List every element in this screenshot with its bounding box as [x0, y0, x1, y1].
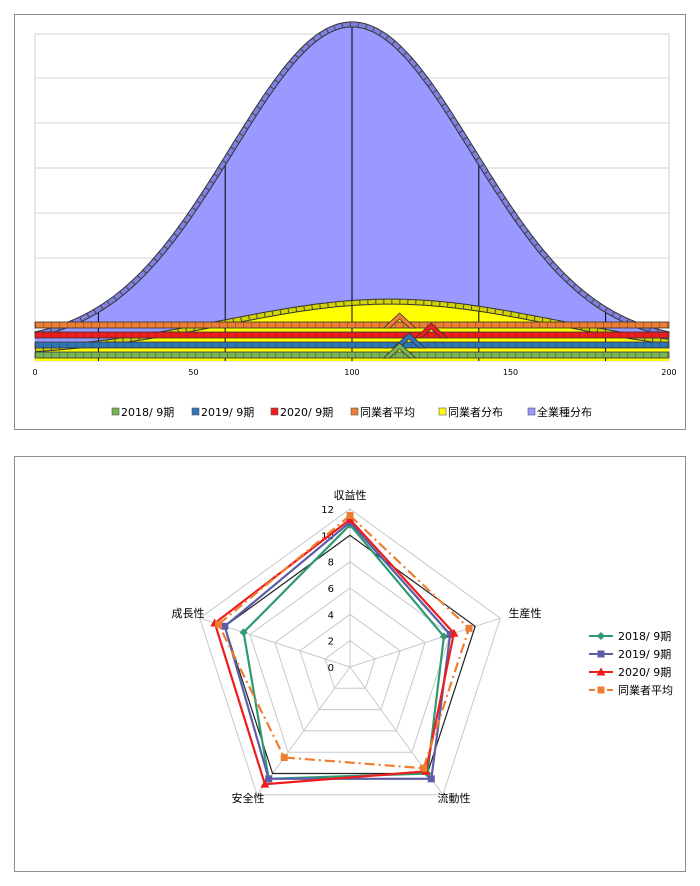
radar-point — [446, 630, 454, 638]
legend-item: 同業者平均 — [350, 406, 415, 419]
radar-grid-ring — [249, 561, 451, 753]
x-tick-label: 150 — [503, 368, 518, 377]
radar-legend-item: 2019/ 9期 — [589, 648, 671, 661]
legend-label: 全業種分布 — [537, 405, 592, 419]
radar-series-line — [242, 523, 446, 780]
band-3 — [34, 321, 670, 329]
radar-spoke — [349, 617, 501, 668]
x-tick-label: 200 — [661, 368, 676, 377]
radar-point — [427, 775, 435, 783]
legend-item: 2018/ 9期 — [111, 406, 174, 419]
band-1 — [34, 341, 670, 349]
radar-grid-ring — [299, 613, 401, 711]
radar-tick-label: 4 — [328, 610, 334, 621]
legend-label: 2020/ 9期 — [280, 406, 333, 419]
radar-reference-line — [224, 534, 476, 775]
marker-3 — [382, 312, 417, 329]
legend-label: 2019/ 9期 — [201, 406, 254, 419]
radar-axis-label: 安全性 — [232, 791, 265, 805]
ribbon-all-industries-edge — [34, 22, 670, 337]
radar-legend-marker — [596, 667, 606, 676]
radar-point — [346, 512, 354, 520]
radar-tick-label: 0 — [328, 663, 334, 674]
legend-swatch — [527, 407, 536, 416]
band-2 — [34, 331, 670, 339]
radar-legend-marker — [597, 632, 605, 640]
x-tick-label: 50 — [188, 368, 198, 377]
x-tick-label: 0 — [32, 368, 37, 377]
radar-legend-marker — [597, 686, 605, 694]
radar-legend-item: 同業者平均 — [589, 684, 673, 697]
radar-axis-label: 生産性 — [509, 606, 542, 620]
legend-item: 同業者分布 — [438, 406, 503, 419]
ribbon-peers-edge-ticks — [34, 299, 670, 352]
legend-item: 2019/ 9期 — [191, 406, 254, 419]
legend-item: 2020/ 9期 — [270, 406, 333, 419]
radar-point — [265, 775, 273, 783]
radar-point — [465, 624, 473, 632]
radar-tick-label: 8 — [328, 558, 334, 569]
radar-point — [239, 628, 248, 637]
band-0 — [34, 351, 670, 359]
radar-point — [221, 622, 229, 630]
radar-chart-panel: 0 2 4 6 8 10 12 収益性 生産性 流動性 安全性 成長性 2018/ 9期 2019/ 9期… — [14, 456, 686, 872]
radar-legend-marker — [597, 650, 605, 658]
radar-tick-label: 6 — [328, 584, 334, 595]
legend-label: 2018/ 9期 — [121, 406, 174, 419]
x-tick-label: 100 — [344, 368, 359, 377]
marker-2 — [414, 322, 449, 339]
marker-0 — [382, 342, 417, 359]
radar-point — [439, 632, 448, 641]
legend-swatch — [350, 407, 359, 416]
radar-legend-item: 2018/ 9期 — [589, 630, 671, 643]
legend-swatch — [191, 407, 200, 416]
radar-legend-label: 同業者平均 — [618, 684, 673, 697]
legend-item: 全業種分布 — [527, 405, 592, 419]
radar-tick-label: 2 — [328, 637, 334, 648]
radar-grid-ring — [199, 508, 501, 796]
legend-label: 同業者分布 — [448, 406, 503, 419]
radar-series-line — [217, 514, 471, 770]
radar-legend-label: 2019/ 9期 — [618, 648, 671, 661]
legend-label: 同業者平均 — [360, 406, 415, 419]
legend-swatch — [111, 407, 120, 416]
radar-point — [420, 764, 428, 772]
radar-legend-item: 2020/ 9期 — [589, 666, 671, 679]
radar-axis-label: 流動性 — [438, 791, 471, 805]
radar-point — [260, 779, 270, 788]
distribution-chart-panel: 0 50 100 150 200 2018/ 9期 2019/ 9期 2020/ 9期 同業者平… — [14, 14, 686, 430]
radar-series-line — [223, 520, 452, 780]
distribution-chart: 0 50 100 150 200 2018/ 9期 2019/ 9期 2020/ 9期 同業者平… — [32, 21, 677, 419]
radar-point — [449, 628, 459, 637]
radar-point — [280, 754, 288, 762]
radar-legend-label: 2018/ 9期 — [618, 630, 671, 643]
legend-swatch — [270, 407, 279, 416]
legend-swatch — [438, 407, 447, 416]
radar-tick-label: 12 — [321, 505, 334, 516]
radar-grid-ring — [324, 640, 376, 689]
radar-axis-label: 成長性 — [172, 606, 205, 620]
radar-grid-ring — [274, 587, 426, 732]
radar-series-line — [213, 518, 456, 786]
radar-axis-label: 収益性 — [334, 488, 367, 502]
radar-point — [215, 620, 223, 628]
radar-legend-label: 2020/ 9期 — [618, 666, 671, 679]
